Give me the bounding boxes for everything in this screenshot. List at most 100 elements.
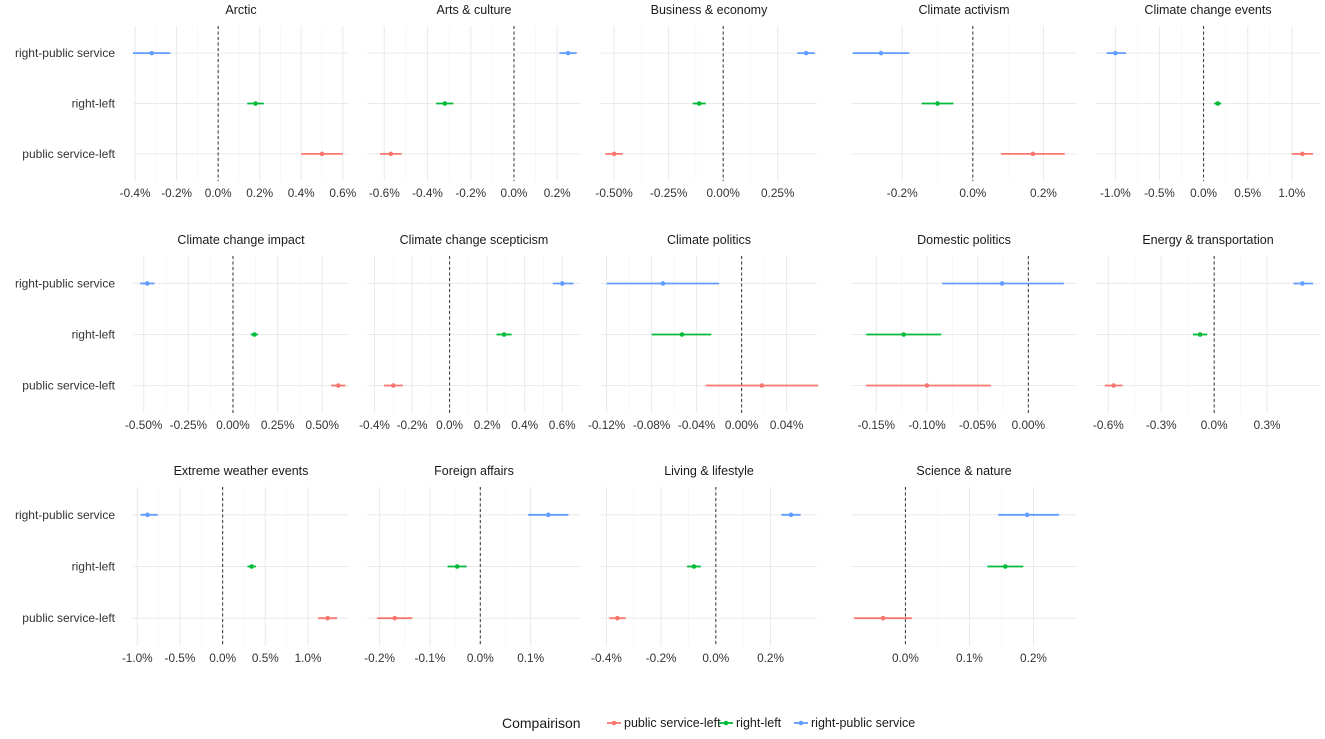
point-estimate-public-service-left: [924, 383, 930, 388]
x-tick-label: -0.4%: [412, 186, 443, 200]
x-tick-label: 0.0%: [1190, 186, 1217, 200]
panel-climate-change-impact: Climate change impact -0.50% -0.25% 0.00% 0.…: [15, 233, 349, 432]
x-tick-label: -0.08%: [633, 418, 671, 432]
x-tick-label: 0.0%: [702, 651, 729, 665]
x-tick-label: -0.10%: [908, 418, 946, 432]
x-tick-label: -0.2%: [397, 418, 428, 432]
panel-title: Climate change scepticism: [400, 233, 549, 247]
point-estimate-right-public-service: [545, 512, 551, 518]
point-estimate-right-public-service: [803, 50, 809, 56]
x-tick-label: 0.4%: [288, 186, 315, 200]
point-estimate-right-left: [935, 101, 940, 106]
x-tick-label: -0.25%: [170, 418, 208, 432]
point-estimate-public-service-left: [880, 615, 886, 621]
point-estimate-public-service-left: [325, 615, 330, 621]
x-tick-label: 0.00%: [706, 186, 740, 200]
point-estimate-public-service-left: [388, 151, 394, 157]
x-tick-label: -0.04%: [678, 418, 716, 432]
point-estimate-public-service-left: [1111, 383, 1116, 388]
x-tick-label: 0.0%: [501, 186, 528, 200]
panel-title: Climate activism: [919, 3, 1010, 17]
x-tick-label: -0.50%: [595, 186, 633, 200]
x-tick-label: 1.0%: [1278, 186, 1305, 200]
x-tick-label: -0.1%: [415, 651, 446, 665]
point-estimate-right-public-service: [559, 281, 565, 286]
panel-title: Arctic: [225, 3, 256, 17]
y-row-label: public service-left: [22, 611, 115, 625]
point-estimate-right-public-service: [149, 50, 154, 56]
panel-title: Domestic politics: [917, 233, 1011, 247]
x-tick-label: -0.6%: [369, 186, 400, 200]
point-estimate-right-public-service: [788, 512, 794, 518]
x-tick-label: -0.5%: [165, 651, 196, 665]
point-estimate-right-left: [901, 332, 906, 337]
x-tick-label: 0.1%: [517, 651, 544, 665]
panel-arctic: Arctic -0.4% -0.2% 0.0% 0.2% 0.4% 0.6% right-pu…: [15, 3, 357, 200]
point-estimate-right-public-service: [878, 50, 884, 56]
point-estimate-right-left: [679, 332, 685, 337]
x-tick-label: 0.0%: [1201, 418, 1228, 432]
panel-extreme-weather-events: Extreme weather events -1.0% -0.5% 0.0% 0.5%…: [15, 464, 349, 665]
x-tick-label: -0.5%: [1144, 186, 1175, 200]
legend-key-point-right-public-service: [798, 720, 804, 726]
point-estimate-right-left: [501, 332, 507, 337]
x-tick-label: -1.0%: [122, 651, 153, 665]
x-tick-label: 0.3%: [1254, 418, 1281, 432]
x-tick-label: 0.50%: [305, 418, 339, 432]
panel-energy-and-transportation: Energy & transportation -0.6% -0.3% 0.0% 0.3…: [1093, 233, 1320, 432]
y-row-label: right-left: [72, 97, 116, 111]
x-tick-label: 0.2%: [474, 418, 501, 432]
panel-science-and-nature: Science & nature 0.0% 0.1% 0.2%: [851, 464, 1077, 665]
point-estimate-right-public-service: [145, 512, 150, 518]
panel-title: Arts & culture: [436, 3, 511, 17]
x-tick-label: -0.6%: [1093, 418, 1124, 432]
point-estimate-public-service-left: [611, 151, 617, 157]
point-estimate-right-public-service: [660, 281, 666, 286]
point-estimate-right-left: [253, 101, 258, 106]
x-tick-label: 0.25%: [761, 186, 795, 200]
x-tick-label: -0.2%: [455, 186, 486, 200]
x-tick-label: 0.2%: [544, 186, 571, 200]
x-tick-label: 0.1%: [956, 651, 983, 665]
point-estimate-public-service-left: [392, 615, 397, 621]
point-estimate-public-service-left: [335, 383, 341, 388]
legend-label-public-service-left: public service-left: [624, 716, 721, 730]
x-tick-label: 0.2%: [1030, 186, 1057, 200]
legend-key-point-right-left: [723, 720, 729, 726]
x-tick-label: 0.5%: [252, 651, 279, 665]
panel-title: Business & economy: [651, 3, 768, 17]
x-tick-label: -0.12%: [588, 418, 626, 432]
x-tick-label: 0.0%: [205, 186, 232, 200]
x-tick-label: 0.6%: [329, 186, 356, 200]
panel-business-and-economy: Business & economy -0.50% -0.25% 0.00% 0.25%: [595, 3, 817, 200]
point-estimate-right-left: [252, 332, 257, 337]
x-tick-label: 0.00%: [216, 418, 250, 432]
panel-arts-and-culture: Arts & culture -0.6% -0.4% -0.2% 0.0% 0.2%: [367, 3, 581, 200]
panel-living-and-lifestyle: Living & lifestyle -0.4% -0.2% 0.0% 0.2%: [591, 464, 817, 665]
panel-climate-change-scepticism: Climate change scepticism -0.4% -0.2% 0.0% 0…: [359, 233, 581, 432]
x-tick-label: 0.25%: [261, 418, 295, 432]
panel-title: Climate change events: [1144, 3, 1271, 17]
x-tick-label: -0.4%: [120, 186, 151, 200]
point-estimate-right-public-service: [565, 50, 571, 56]
point-estimate-public-service-left: [319, 151, 325, 157]
y-row-label: right-public service: [15, 276, 115, 290]
x-tick-label: -0.2%: [887, 186, 918, 200]
x-tick-label: -0.3%: [1146, 418, 1177, 432]
x-tick-label: 0.2%: [246, 186, 273, 200]
point-estimate-right-left: [1197, 332, 1203, 337]
x-tick-label: 0.0%: [467, 651, 494, 665]
x-tick-label: -0.4%: [591, 651, 622, 665]
panel-title: Energy & transportation: [1142, 233, 1273, 247]
point-estimate-public-service-left: [390, 383, 396, 388]
point-estimate-right-left: [454, 564, 460, 569]
panel-foreign-affairs: Foreign affairs -0.2% -0.1% 0.0% 0.1%: [364, 464, 581, 665]
x-tick-label: -0.2%: [646, 651, 677, 665]
point-estimate-right-left: [442, 101, 448, 106]
point-estimate-right-left: [1215, 101, 1221, 106]
point-estimate-right-left: [1002, 564, 1008, 569]
panel-title: Foreign affairs: [434, 464, 514, 478]
x-tick-label: -0.05%: [959, 418, 997, 432]
point-estimate-public-service-left: [615, 615, 620, 621]
